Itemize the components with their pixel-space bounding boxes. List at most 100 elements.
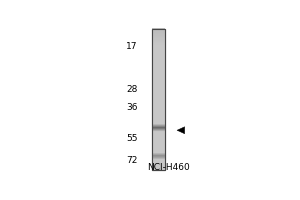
- Bar: [152, 140, 165, 141]
- Bar: [152, 161, 165, 162]
- Bar: [152, 70, 165, 71]
- Bar: [152, 89, 165, 90]
- Bar: [152, 169, 165, 170]
- Bar: [152, 93, 165, 94]
- Bar: [152, 160, 165, 161]
- Text: 55: 55: [126, 134, 137, 143]
- Bar: [152, 104, 165, 105]
- Bar: [152, 131, 165, 132]
- Bar: [152, 53, 165, 54]
- Bar: [152, 42, 165, 43]
- Bar: [152, 33, 165, 34]
- Bar: [152, 151, 165, 152]
- Bar: [152, 119, 165, 120]
- Bar: [152, 142, 165, 143]
- Bar: [152, 49, 165, 50]
- Bar: [152, 149, 165, 150]
- Bar: [152, 40, 165, 41]
- Bar: [152, 97, 165, 98]
- Bar: [152, 39, 165, 40]
- Bar: [152, 46, 165, 47]
- Bar: [152, 153, 165, 154]
- Bar: [152, 68, 165, 69]
- Bar: [152, 60, 165, 61]
- Bar: [152, 85, 165, 86]
- Bar: [152, 45, 165, 46]
- Bar: [152, 69, 165, 70]
- Bar: [152, 132, 165, 133]
- Bar: [152, 107, 165, 108]
- Bar: [152, 38, 165, 39]
- Bar: [152, 63, 165, 64]
- Bar: [152, 81, 165, 82]
- Bar: [152, 75, 165, 76]
- Bar: [152, 90, 165, 91]
- Bar: [152, 146, 165, 147]
- Bar: [152, 106, 165, 107]
- Bar: [152, 73, 165, 74]
- Bar: [152, 76, 165, 77]
- Bar: [152, 130, 165, 131]
- Bar: [152, 125, 165, 126]
- Bar: [152, 57, 165, 58]
- Bar: [152, 160, 165, 161]
- Bar: [152, 142, 165, 143]
- Bar: [152, 31, 165, 32]
- Bar: [152, 118, 165, 119]
- Bar: [152, 165, 165, 166]
- Bar: [152, 34, 165, 35]
- Bar: [152, 163, 165, 164]
- Bar: [152, 124, 165, 125]
- Bar: [152, 111, 165, 112]
- Bar: [152, 108, 165, 109]
- Bar: [152, 144, 165, 145]
- Bar: [152, 45, 165, 46]
- Bar: [152, 132, 165, 133]
- Bar: [152, 58, 165, 59]
- Bar: [152, 59, 165, 60]
- Bar: [152, 158, 165, 159]
- Bar: [152, 150, 165, 151]
- Bar: [152, 62, 165, 63]
- Bar: [152, 166, 165, 167]
- Bar: [152, 28, 165, 29]
- Bar: [152, 128, 165, 129]
- Bar: [152, 117, 165, 118]
- Bar: [152, 31, 165, 32]
- Bar: [152, 52, 165, 53]
- Bar: [152, 164, 165, 165]
- Bar: [152, 32, 165, 33]
- Bar: [152, 55, 165, 56]
- Bar: [152, 47, 165, 48]
- Bar: [152, 96, 165, 97]
- Bar: [152, 35, 165, 36]
- Bar: [152, 83, 165, 84]
- Bar: [152, 148, 165, 149]
- Bar: [152, 66, 165, 67]
- Bar: [152, 109, 165, 110]
- Bar: [152, 94, 165, 95]
- Bar: [152, 139, 165, 140]
- Bar: [152, 41, 165, 42]
- Bar: [152, 155, 165, 156]
- Bar: [152, 98, 165, 99]
- Bar: [152, 138, 165, 139]
- Bar: [152, 113, 165, 114]
- Bar: [152, 117, 165, 118]
- Bar: [152, 162, 165, 163]
- Bar: [152, 145, 165, 146]
- Bar: [152, 119, 165, 120]
- Text: 36: 36: [126, 103, 137, 112]
- Bar: [152, 79, 165, 80]
- Bar: [152, 101, 165, 102]
- Bar: [152, 110, 165, 111]
- Text: 28: 28: [126, 85, 137, 94]
- Bar: [152, 87, 165, 88]
- Bar: [152, 165, 165, 166]
- Bar: [152, 116, 165, 117]
- Bar: [152, 33, 165, 34]
- Bar: [152, 93, 165, 94]
- Bar: [152, 100, 165, 101]
- Bar: [152, 29, 165, 30]
- Bar: [152, 157, 165, 158]
